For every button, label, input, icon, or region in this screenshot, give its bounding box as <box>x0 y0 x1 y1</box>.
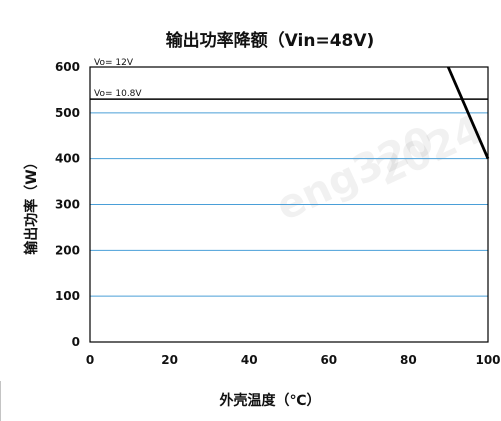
x-tick-label: 100 <box>475 353 500 367</box>
y-tick-label: 600 <box>55 60 80 74</box>
grid <box>90 112 488 297</box>
x-tick-label: 20 <box>161 353 178 367</box>
annotation-label: Vo= 10.8V <box>94 89 142 99</box>
y-axis-label: 输出功率（W） <box>23 155 40 254</box>
annotations: Vo= 12V Vo= 10.8V <box>94 58 142 99</box>
y-tick-labels: 0 100 200 300 400 500 600 <box>55 60 80 349</box>
chart-title: 输出功率降额（Vin=48V) <box>166 30 375 51</box>
x-tick-label: 40 <box>241 353 258 367</box>
y-tick-label: 300 <box>55 198 80 212</box>
x-tick-label: 0 <box>86 353 94 367</box>
y-tick-label: 500 <box>55 106 80 120</box>
y-tick-label: 100 <box>55 289 80 303</box>
series-group <box>90 66 490 160</box>
series-line-1 <box>446 66 490 160</box>
x-axis-label: 外壳温度（℃） <box>220 392 321 409</box>
y-tick-label: 200 <box>55 243 80 257</box>
plot-frame <box>89 66 489 343</box>
annotation-label: Vo= 12V <box>94 58 134 68</box>
y-tick-label: 0 <box>72 335 80 349</box>
y-tick-label: 400 <box>55 152 80 166</box>
x-tick-labels: 0 20 40 60 80 100 <box>86 353 501 367</box>
x-tick-label: 60 <box>320 353 337 367</box>
x-tick-label: 80 <box>400 353 417 367</box>
